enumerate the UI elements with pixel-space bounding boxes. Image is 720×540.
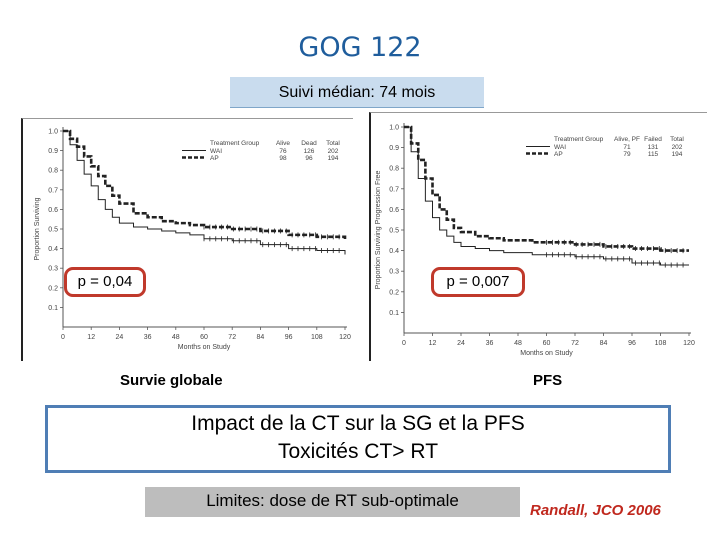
legend-series-name: AP bbox=[554, 151, 563, 158]
legend-value: 71 bbox=[623, 144, 631, 151]
legend-header: Total bbox=[326, 140, 340, 147]
x-tick-label: 36 bbox=[486, 340, 494, 347]
legend-value: 131 bbox=[648, 144, 659, 151]
overall-survival-panel: 0.1 0.2 0.3 0.4 0.5 0.6 0.7 0.8 0.9 1.0 0 12 24 36 48 6… bbox=[21, 118, 353, 361]
legend-series-name: WAI bbox=[210, 148, 222, 155]
y-tick-label: 1.0 bbox=[389, 125, 399, 132]
x-tick-label: 120 bbox=[339, 334, 351, 341]
y-tick-label: 0.7 bbox=[48, 187, 58, 194]
reference-citation: Randall, JCO 2006 bbox=[530, 502, 661, 519]
legend-series-name: WAI bbox=[554, 144, 566, 151]
x-tick-label: 60 bbox=[200, 334, 208, 341]
x-tick-label: 0 bbox=[61, 334, 65, 341]
legend-value: 126 bbox=[304, 148, 315, 155]
series-line-ap bbox=[404, 125, 689, 252]
legend-value: 202 bbox=[672, 144, 683, 151]
legend-value: 79 bbox=[623, 151, 631, 158]
overall-survival-chart: 0.1 0.2 0.3 0.4 0.5 0.6 0.7 0.8 0.9 1.0 0 12 24 36 48 6… bbox=[34, 127, 351, 351]
x-axis-label: Months on Study bbox=[520, 350, 573, 357]
x-tick-label: 48 bbox=[172, 334, 180, 341]
x-axis-label: Months on Study bbox=[178, 344, 231, 351]
y-tick-label: 0.2 bbox=[389, 289, 399, 296]
legend-value: 202 bbox=[328, 148, 339, 155]
median-follow-up-label: Suivi médian: 74 mois bbox=[230, 77, 484, 108]
pfs-chart: 0.1 0.2 0.3 0.4 0.5 0.6 0.7 0.8 0.9 1.0 0 12 24 36 48 6… bbox=[375, 123, 695, 357]
x-tick-label: 12 bbox=[429, 340, 437, 347]
y-tick-label: 0.5 bbox=[389, 228, 399, 235]
pfs-caption: PFS bbox=[533, 372, 563, 389]
series-line-wai bbox=[63, 130, 346, 255]
y-axis-label: Proportion Surviving bbox=[34, 197, 41, 260]
x-tick-label: 36 bbox=[144, 334, 152, 341]
impact-line-1: Impact de la CT sur la SG et la PFS bbox=[191, 412, 525, 435]
legend-header: Total bbox=[670, 136, 684, 143]
legend-value: 115 bbox=[648, 151, 659, 158]
legend-value: 194 bbox=[328, 155, 339, 162]
y-tick-label: 0.5 bbox=[48, 227, 58, 234]
x-tick-label: 96 bbox=[628, 340, 636, 347]
y-tick-label: 0.6 bbox=[48, 207, 58, 214]
y-tick-label: 0.2 bbox=[48, 285, 58, 292]
y-tick-label: 0.8 bbox=[48, 168, 58, 175]
p-value-pfs: p = 0,007 bbox=[431, 267, 525, 297]
p-value-os: p = 0,04 bbox=[64, 267, 146, 297]
x-tick-label: 0 bbox=[402, 340, 406, 347]
x-tick-label: 120 bbox=[683, 340, 695, 347]
slide-title: GOG 122 bbox=[298, 32, 422, 63]
y-tick-label: 0.3 bbox=[389, 269, 399, 276]
y-tick-label: 0.7 bbox=[389, 186, 399, 193]
legend-header: Failed bbox=[644, 136, 662, 143]
legend-header: Alive, PF bbox=[614, 136, 640, 143]
y-tick-label: 0.6 bbox=[389, 207, 399, 214]
legend-header: Treatment Group bbox=[554, 136, 604, 143]
os-caption: Survie globale bbox=[120, 372, 223, 389]
series-line-ap bbox=[63, 129, 347, 241]
legend-header: Alive bbox=[276, 140, 290, 147]
y-tick-label: 0.4 bbox=[48, 246, 58, 253]
legend-value: 96 bbox=[305, 155, 313, 162]
legend-series-name: AP bbox=[210, 155, 219, 162]
legend-value: 76 bbox=[279, 148, 287, 155]
legend-header: Treatment Group bbox=[210, 140, 260, 147]
y-tick-label: 0.1 bbox=[48, 305, 58, 312]
y-tick-label: 0.8 bbox=[389, 166, 399, 173]
x-tick-label: 72 bbox=[571, 340, 579, 347]
pfs-panel: 0.1 0.2 0.3 0.4 0.5 0.6 0.7 0.8 0.9 1.0 0 12 24 36 48 6… bbox=[369, 112, 707, 361]
legend-value: 194 bbox=[672, 151, 683, 158]
limitations-box: Limites: dose de RT sub-optimale bbox=[145, 487, 520, 517]
x-tick-label: 60 bbox=[543, 340, 551, 347]
y-tick-label: 0.9 bbox=[389, 145, 399, 152]
y-tick-label: 0.1 bbox=[389, 310, 399, 317]
y-tick-label: 0.9 bbox=[48, 148, 58, 155]
impact-line-2: Toxicités CT> RT bbox=[277, 440, 439, 463]
x-tick-label: 84 bbox=[257, 334, 265, 341]
x-tick-label: 84 bbox=[600, 340, 608, 347]
x-tick-label: 48 bbox=[514, 340, 522, 347]
legend-header: Dead bbox=[301, 140, 317, 147]
x-tick-label: 12 bbox=[87, 334, 95, 341]
impact-box: Impact de la CT sur la SG et la PFS Toxi… bbox=[45, 405, 671, 473]
series-line-wai bbox=[404, 126, 689, 266]
y-tick-label: 1.0 bbox=[48, 129, 58, 136]
x-tick-label: 96 bbox=[285, 334, 293, 341]
x-tick-label: 24 bbox=[116, 334, 124, 341]
x-tick-label: 108 bbox=[311, 334, 323, 341]
y-tick-label: 0.3 bbox=[48, 266, 58, 273]
legend-value: 98 bbox=[279, 155, 287, 162]
y-tick-label: 0.4 bbox=[389, 248, 399, 255]
x-tick-label: 24 bbox=[457, 340, 465, 347]
x-tick-label: 108 bbox=[655, 340, 667, 347]
x-tick-label: 72 bbox=[228, 334, 236, 341]
y-axis-label: Proportion Surviving Progression Free bbox=[375, 171, 382, 290]
